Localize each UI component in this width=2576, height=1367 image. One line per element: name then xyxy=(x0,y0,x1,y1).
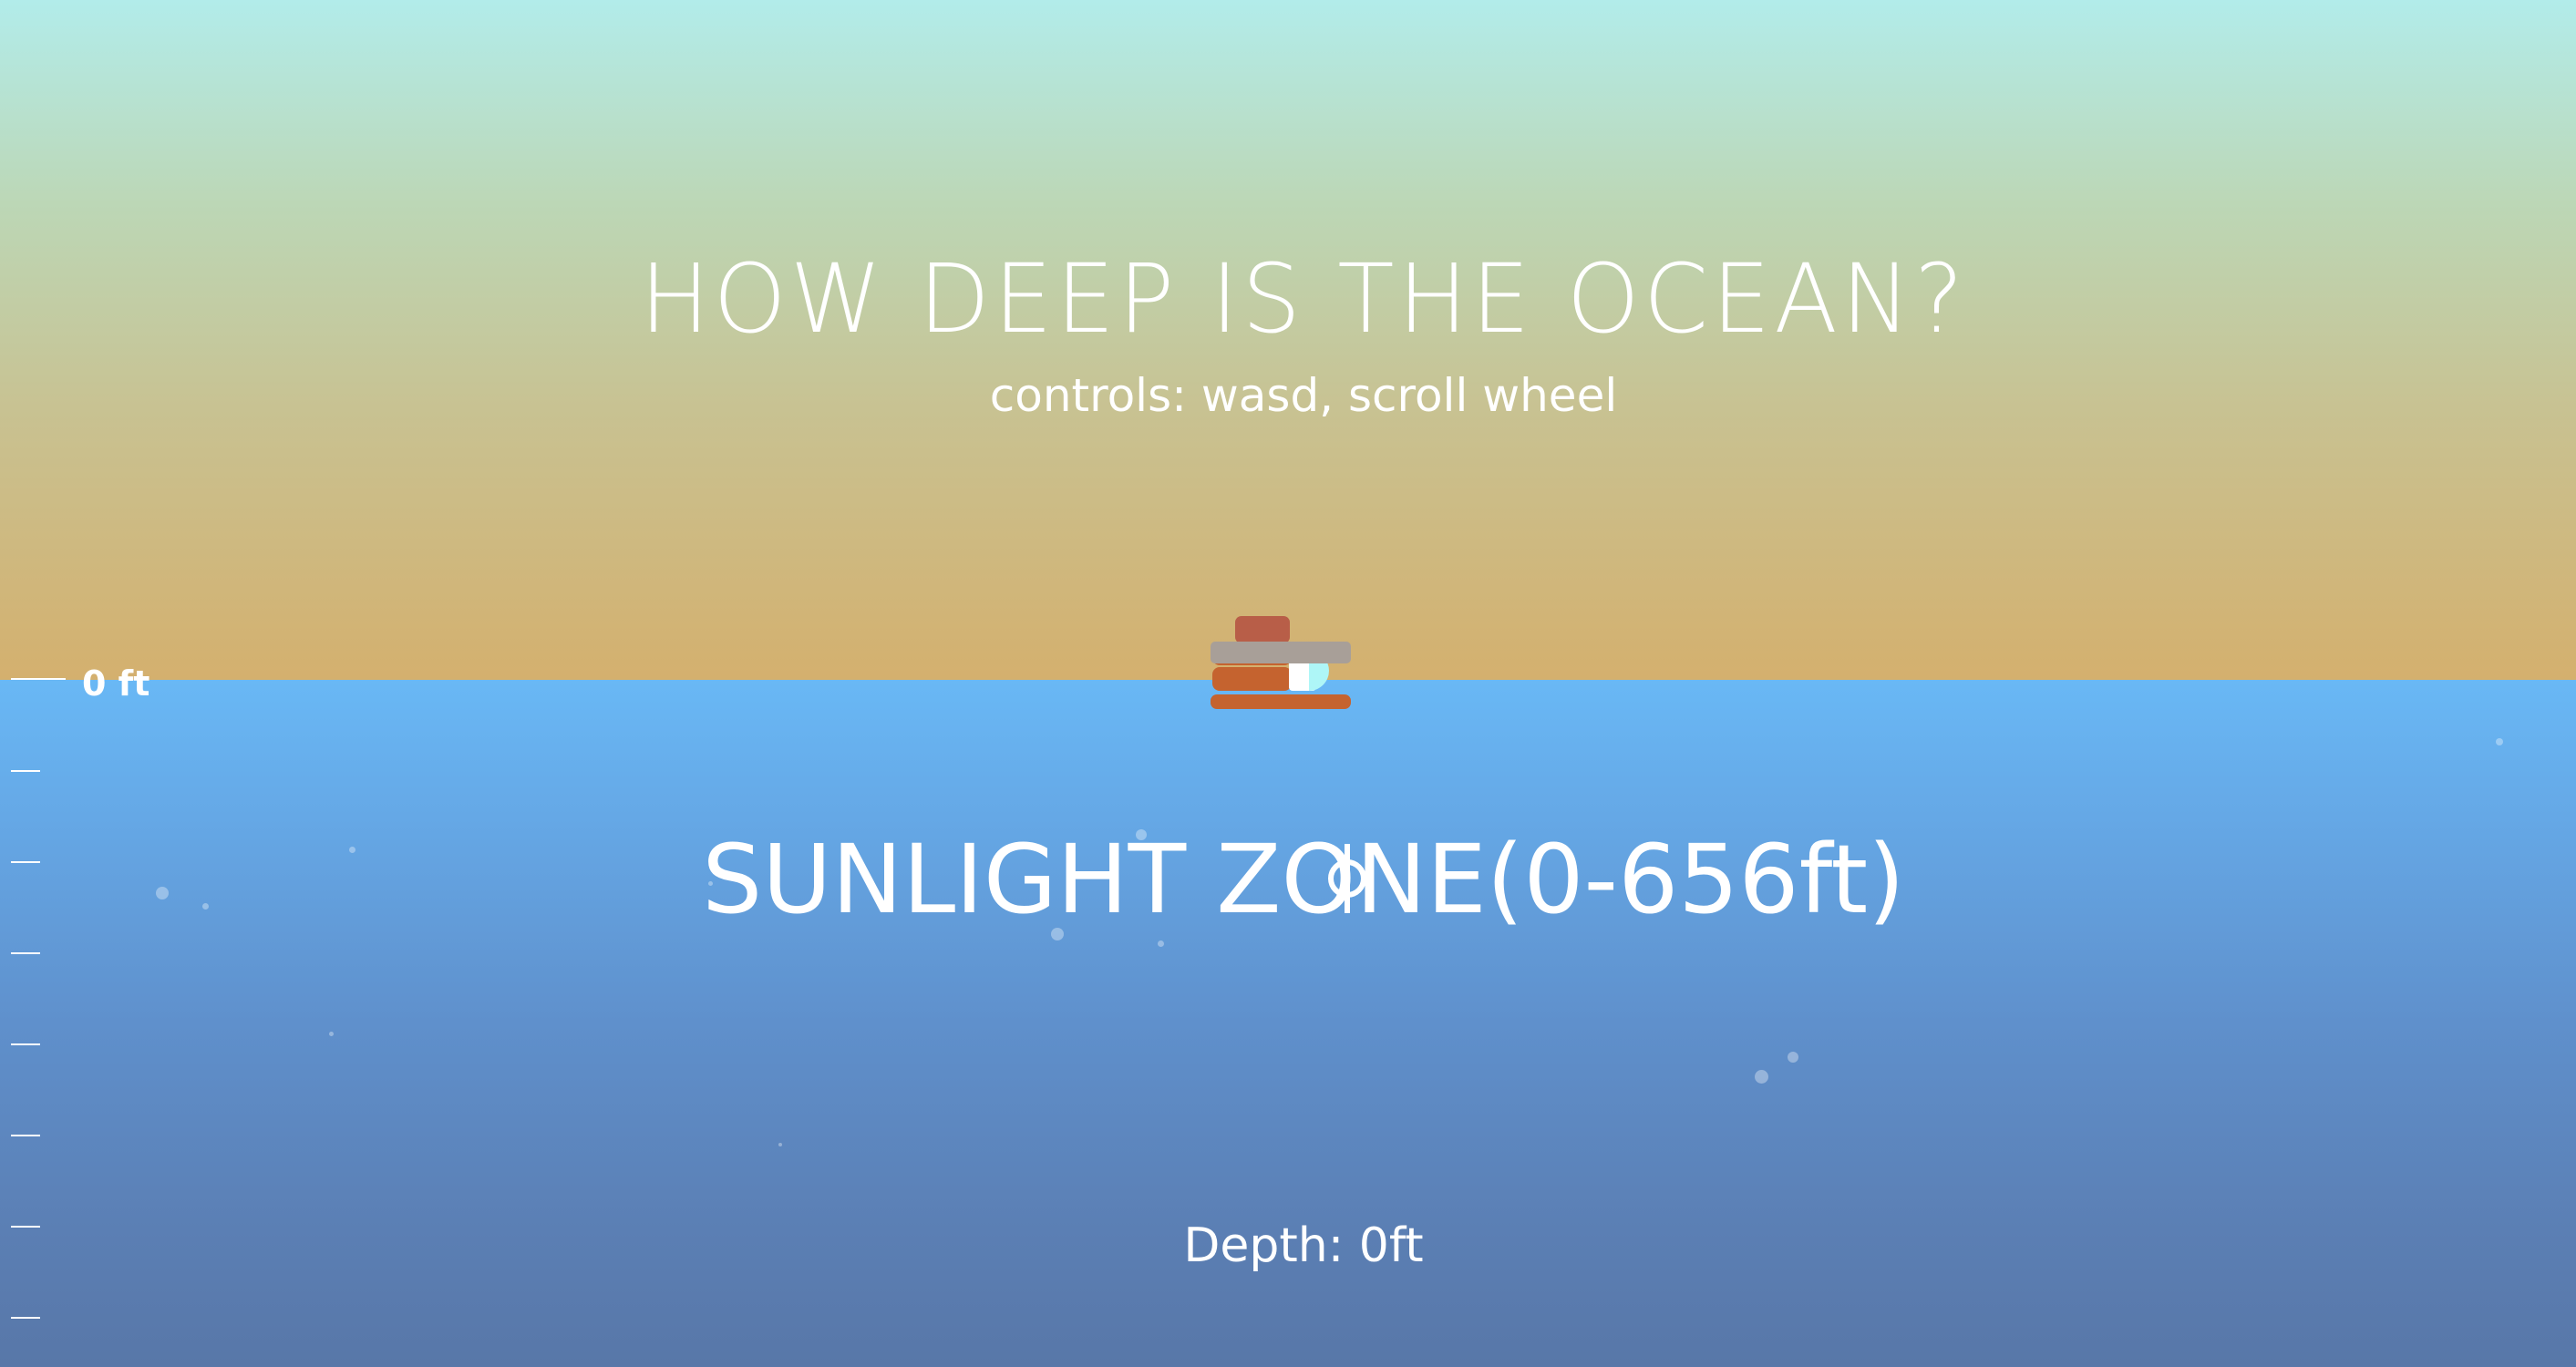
bubble xyxy=(1158,940,1164,947)
depth-readout: Depth: 0ft xyxy=(1183,1218,1424,1273)
bubble xyxy=(1788,1052,1798,1063)
ruler-tick-surface xyxy=(11,678,66,680)
ruler-tick xyxy=(11,952,40,954)
bubble xyxy=(1136,829,1147,840)
page-title: HOW DEEP IS THE OCEAN? xyxy=(639,243,1968,355)
ocean-water xyxy=(0,680,2576,1367)
zone-title: SUNLIGHT ZONE(0-656ft) xyxy=(702,824,1905,935)
ruler-tick xyxy=(11,1317,40,1319)
ruler-surface-label: 0 ft xyxy=(82,663,150,704)
bubble xyxy=(708,881,713,886)
ruler-tick xyxy=(11,1135,40,1136)
bubble xyxy=(2496,738,2503,745)
ruler-tick xyxy=(11,770,40,772)
bubble xyxy=(1051,928,1064,940)
bubble xyxy=(202,903,209,910)
crosshair-icon xyxy=(1320,840,1375,917)
ruler-tick xyxy=(11,861,40,863)
ruler-tick xyxy=(11,1043,40,1045)
bubble xyxy=(778,1143,782,1146)
submarine-icon xyxy=(1211,616,1356,725)
bubble xyxy=(1755,1070,1768,1084)
bubble xyxy=(329,1032,334,1036)
bubble xyxy=(156,887,169,899)
controls-hint: controls: wasd, scroll wheel xyxy=(989,369,1618,422)
ruler-tick xyxy=(11,1226,40,1228)
sky-background xyxy=(0,0,2576,680)
bubble xyxy=(349,847,355,853)
